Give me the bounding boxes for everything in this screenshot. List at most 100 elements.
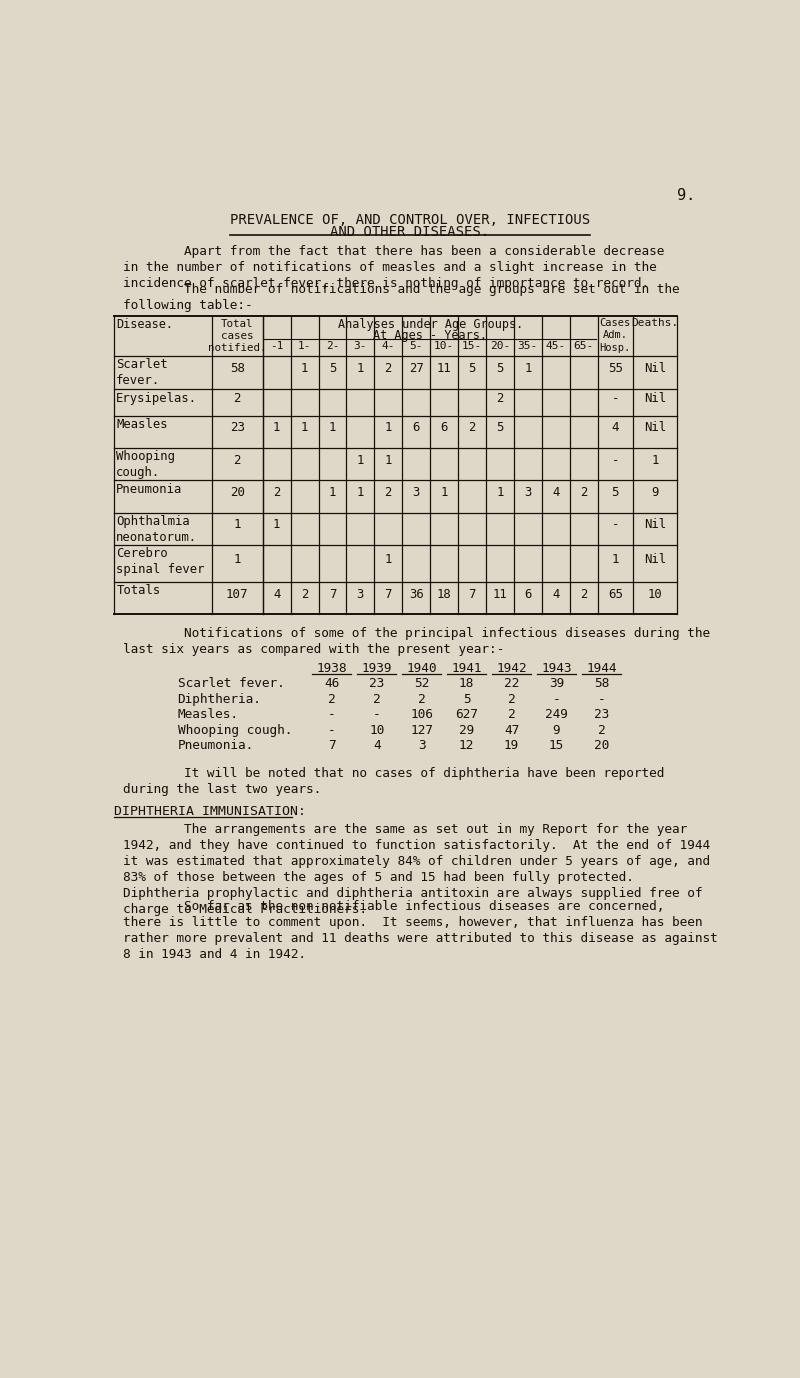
Text: Apart from the fact that there has been a considerable decrease
in the number of: Apart from the fact that there has been … xyxy=(123,245,665,289)
Text: 58: 58 xyxy=(594,678,609,690)
Text: 7: 7 xyxy=(385,588,392,601)
Text: 58: 58 xyxy=(230,362,245,375)
Text: 20: 20 xyxy=(594,739,609,752)
Text: 6: 6 xyxy=(413,422,420,434)
Text: -: - xyxy=(328,708,335,721)
Text: 35-: 35- xyxy=(518,340,538,351)
Text: 1: 1 xyxy=(357,362,364,375)
Text: 1: 1 xyxy=(273,422,280,434)
Text: 1: 1 xyxy=(441,486,448,499)
Text: -: - xyxy=(328,723,335,737)
Text: Whooping cough.: Whooping cough. xyxy=(178,723,292,737)
Text: 1942: 1942 xyxy=(496,661,526,675)
Text: 2: 2 xyxy=(508,708,515,721)
Text: 1: 1 xyxy=(301,362,308,375)
Text: 7: 7 xyxy=(328,739,335,752)
Text: 1: 1 xyxy=(234,553,241,566)
Text: 3: 3 xyxy=(413,486,420,499)
Text: 2: 2 xyxy=(273,486,280,499)
Text: 106: 106 xyxy=(410,708,433,721)
Text: 27: 27 xyxy=(409,362,423,375)
Text: AND OTHER DISEASES.: AND OTHER DISEASES. xyxy=(330,226,490,240)
Text: Nil: Nil xyxy=(644,422,666,434)
Text: 4-: 4- xyxy=(382,340,395,351)
Text: -: - xyxy=(612,393,619,405)
Text: 4: 4 xyxy=(612,422,619,434)
Text: -: - xyxy=(598,693,606,706)
Text: 1: 1 xyxy=(524,362,531,375)
Text: Measles: Measles xyxy=(116,418,168,431)
Text: 7: 7 xyxy=(468,588,476,601)
Text: 2-: 2- xyxy=(326,340,339,351)
Text: 127: 127 xyxy=(410,723,433,737)
Text: 9.: 9. xyxy=(678,189,696,204)
Text: 2: 2 xyxy=(468,422,476,434)
Text: 3: 3 xyxy=(357,588,364,601)
Text: 2: 2 xyxy=(598,723,606,737)
Text: Notifications of some of the principal infectious diseases during the
last six y: Notifications of some of the principal i… xyxy=(123,627,710,656)
Text: 46: 46 xyxy=(324,678,339,690)
Text: Total
cases
notified.: Total cases notified. xyxy=(208,318,266,353)
Text: The number of notifications and the age groups are set out in the
following tabl: The number of notifications and the age … xyxy=(123,282,680,313)
Text: 22: 22 xyxy=(504,678,519,690)
Text: 2: 2 xyxy=(580,486,587,499)
Text: Ophthalmia
neonatorum.: Ophthalmia neonatorum. xyxy=(116,515,198,544)
Text: 39: 39 xyxy=(549,678,564,690)
Text: 4: 4 xyxy=(552,486,559,499)
Text: 5: 5 xyxy=(462,693,470,706)
Text: 1: 1 xyxy=(385,453,392,467)
Text: 47: 47 xyxy=(504,723,519,737)
Text: 52: 52 xyxy=(414,678,430,690)
Text: Totals: Totals xyxy=(116,584,161,597)
Text: 1: 1 xyxy=(612,553,619,566)
Text: Pneumonia.: Pneumonia. xyxy=(178,739,254,752)
Text: 3: 3 xyxy=(418,739,426,752)
Text: 1939: 1939 xyxy=(362,661,392,675)
Text: 5: 5 xyxy=(496,362,503,375)
Text: 36: 36 xyxy=(409,588,423,601)
Text: Diphtheria.: Diphtheria. xyxy=(178,693,262,706)
Text: 6: 6 xyxy=(524,588,531,601)
Text: 6: 6 xyxy=(441,422,448,434)
Text: 2: 2 xyxy=(385,362,392,375)
Text: 65: 65 xyxy=(608,588,623,601)
Text: -: - xyxy=(612,518,619,532)
Text: 1: 1 xyxy=(357,453,364,467)
Text: DIPHTHERIA IMMUNISATION:: DIPHTHERIA IMMUNISATION: xyxy=(114,805,306,819)
Text: Measles.: Measles. xyxy=(178,708,238,721)
Text: 3: 3 xyxy=(524,486,531,499)
Text: Disease.: Disease. xyxy=(116,318,174,331)
Text: So far as the non-notifiable infectious diseases are concerned,
there is little : So far as the non-notifiable infectious … xyxy=(123,900,718,960)
Text: 5: 5 xyxy=(496,422,503,434)
Text: 12: 12 xyxy=(459,739,474,752)
Text: 2: 2 xyxy=(328,693,335,706)
Text: 1: 1 xyxy=(234,518,241,532)
Text: 29: 29 xyxy=(459,723,474,737)
Text: At Ages - Years.: At Ages - Years. xyxy=(373,328,487,342)
Text: 4: 4 xyxy=(273,588,280,601)
Text: 23: 23 xyxy=(230,422,245,434)
Text: 249: 249 xyxy=(545,708,568,721)
Text: Whooping
cough.: Whooping cough. xyxy=(116,451,175,480)
Text: Scarlet
fever.: Scarlet fever. xyxy=(116,358,168,387)
Text: 5-: 5- xyxy=(410,340,423,351)
Text: 18: 18 xyxy=(437,588,451,601)
Text: 65-: 65- xyxy=(574,340,594,351)
Text: 5: 5 xyxy=(612,486,619,499)
Text: 18: 18 xyxy=(459,678,474,690)
Text: PREVALENCE OF, AND CONTROL OVER, INFECTIOUS: PREVALENCE OF, AND CONTROL OVER, INFECTI… xyxy=(230,214,590,227)
Text: Pneumonia: Pneumonia xyxy=(116,482,182,496)
Text: 7: 7 xyxy=(329,588,336,601)
Text: Cases
Adm.
Hosp.: Cases Adm. Hosp. xyxy=(600,318,631,353)
Text: Nil: Nil xyxy=(644,393,666,405)
Text: 45-: 45- xyxy=(546,340,566,351)
Text: 1: 1 xyxy=(385,422,392,434)
Text: 1-: 1- xyxy=(298,340,311,351)
Text: 5: 5 xyxy=(468,362,476,375)
Text: 1944: 1944 xyxy=(586,661,617,675)
Text: 20: 20 xyxy=(230,486,245,499)
Text: 1938: 1938 xyxy=(317,661,347,675)
Text: 23: 23 xyxy=(594,708,609,721)
Text: 10-: 10- xyxy=(434,340,454,351)
Text: 2: 2 xyxy=(234,453,241,467)
